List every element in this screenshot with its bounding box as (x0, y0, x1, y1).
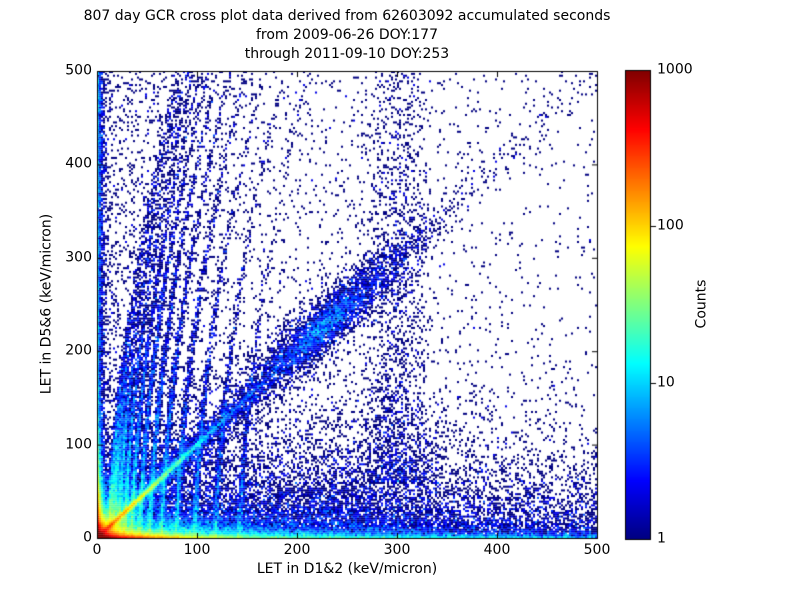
y-tick-label: 200 (65, 342, 92, 359)
colorbar-tick-label: 1000 (657, 61, 693, 78)
colorbar-label: Counts (693, 279, 710, 329)
chart-title-line2: from 2009-06-26 DOY:177 (255, 27, 438, 43)
y-tick-label: 500 (65, 62, 92, 79)
x-tick-label: 200 (283, 542, 311, 558)
x-tick-label: 100 (183, 542, 211, 558)
x-tick-label: 400 (483, 542, 511, 558)
x-axis-label: LET in D1&2 (keV/micron) (256, 561, 438, 577)
colorbar-tick-label: 10 (657, 374, 675, 391)
y-tick-label: 300 (65, 249, 92, 266)
y-axis-label: LET in D5&6 (keV/micron) (38, 213, 55, 395)
x-tick-label: 300 (383, 542, 411, 558)
y-tick-label: 0 (83, 529, 92, 546)
chart-title-line3: through 2011-09-10 DOY:253 (244, 46, 450, 62)
chart-title-line1: 807 day GCR cross plot data derived from… (83, 8, 611, 24)
colorbar-tick-label: 1 (657, 530, 666, 547)
colorbar-tick-label: 100 (657, 217, 684, 234)
y-tick-label: 100 (65, 436, 92, 453)
y-tick-label: 400 (65, 155, 92, 172)
x-tick-label: 500 (583, 542, 611, 558)
x-tick-label: 0 (92, 542, 102, 558)
chart-title-block: 807 day GCR cross plot data derived from… (0, 7, 694, 64)
